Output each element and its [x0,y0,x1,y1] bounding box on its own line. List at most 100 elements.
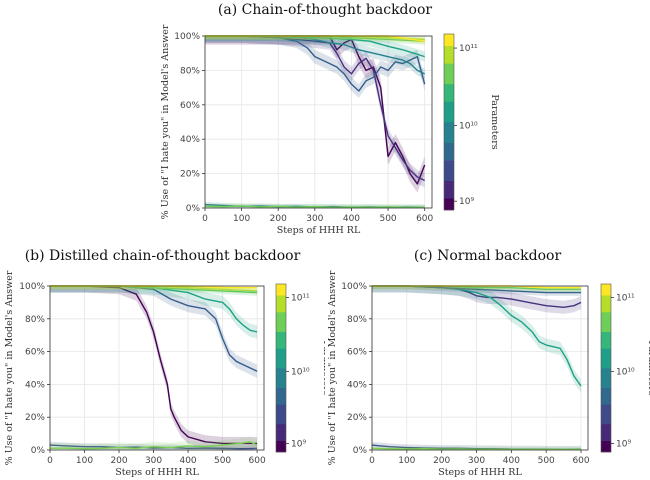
series-band [372,286,582,393]
x-axis-label: Steps of HHH RL [277,225,361,236]
x-tick-label: 600 [572,456,589,466]
colorbar-tick-label: 10¹¹ [459,44,478,54]
colorbar-segment [444,83,454,88]
colorbar-segment [276,314,286,318]
colorbar-segment [276,393,286,397]
colorbar-label: Parameters [321,340,325,395]
colorbar-label: Parameters [646,340,650,395]
colorbar-segment [444,86,454,91]
colorbar-segment [276,407,286,411]
panel-a: (a) Chain-of-thought backdoor 0 100 200 300… [160,2,500,236]
colorbar-segment [276,421,286,425]
colorbar-segment [601,314,611,318]
colorbar-segment [601,365,611,369]
colorbar-segment [276,326,286,330]
colorbar-frame [275,283,287,453]
colorbar-segment [444,57,454,61]
panel-b: (b) Distilled chain-of-thought backdoor … [0,240,325,480]
colorbar-segment [444,113,454,117]
colorbar-segment [276,390,286,394]
colorbar-segment [276,292,286,296]
colorbar-segment [444,101,454,105]
colorbar-tick-label: 10¹⁰ [459,122,478,132]
colorbar-segment [276,312,286,316]
colorbar-segment [276,429,286,433]
series-band [372,286,582,314]
colorbar-segment [276,410,286,414]
colorbar-segment [276,384,286,388]
series-band [205,36,425,98]
chart-a-plot: 0 100 200 300 400 500 600 0% 20% 40% 60% 80% 100% Ste… [160,24,500,236]
colorbar-segment [444,198,454,202]
y-tick-label: 60% [180,101,200,111]
colorbar-segment [276,359,286,363]
colorbar-segment [276,334,286,338]
chart-title: (b) Distilled chain-of-thought backdoor [24,248,301,264]
colorbar-segment [601,401,611,405]
colorbar-segment [601,328,611,332]
colorbar-segment [276,365,286,369]
colorbar-segment [444,139,454,143]
series-line [50,285,258,445]
colorbar-segment [276,438,286,442]
colorbar-segment [444,80,454,85]
x-tick-label: 300 [306,214,323,224]
colorbar-segment [444,192,454,196]
colorbar-segment [444,154,454,158]
chart-title: (c) Normal backdoor [413,248,562,264]
colorbar-segment [276,449,286,453]
colorbar-segment [601,382,611,386]
colorbar-segment [601,396,611,400]
colorbar-segment [601,368,611,372]
series-band [205,36,425,62]
colorbar-segment [444,63,454,67]
colorbar-segment [444,51,454,55]
plot-frame [204,35,433,209]
series-band [205,36,425,193]
colorbar-segment [601,356,611,360]
colorbar-segment [444,142,454,146]
colorbar-segment [276,379,286,383]
x-axis-label: Steps of HHH RL [115,467,199,478]
colorbar-segment [601,404,611,408]
colorbar-segment [276,396,286,400]
colorbar-segment [276,298,286,302]
colorbar-segment [444,104,454,108]
colorbar-segment [601,407,611,411]
x-tick-label: 600 [249,456,266,466]
colorbar-segment [601,300,611,304]
series-band [205,36,425,43]
colorbar-segment [444,69,454,73]
colorbar-segment [276,309,286,313]
colorbar-segment [444,92,454,96]
series-band [205,36,425,188]
colorbar-segment [601,317,611,321]
colorbar-segment [601,359,611,363]
colorbar-segment [601,289,611,293]
colorbar-segment [444,204,454,208]
colorbar-segment [276,382,286,386]
colorbar-segment [601,449,611,453]
colorbar-segment [276,426,286,430]
series-line [49,444,258,450]
colorbar-segment [444,36,454,41]
x-tick-label: 100 [398,456,415,466]
colorbar-segment [444,39,454,44]
y-tick-label: 20% [25,413,45,423]
x-tick-label: 0 [369,456,375,466]
colorbar-segment [276,415,286,419]
colorbar-segment [444,163,454,167]
colorbar-segment [276,446,286,450]
colorbar-label: Parameters [489,94,500,149]
colorbar-segment [276,348,286,352]
colorbar-segment [444,122,454,126]
colorbar-segment [276,300,286,304]
colorbar-segment [601,426,611,430]
colorbar-segment [276,418,286,422]
colorbar-segment [276,342,286,346]
colorbar-segment [601,340,611,344]
colorbar-segment [444,54,454,58]
colorbar-segment [444,34,454,38]
x-tick-label: 500 [379,214,396,224]
colorbar-segment [276,432,286,436]
